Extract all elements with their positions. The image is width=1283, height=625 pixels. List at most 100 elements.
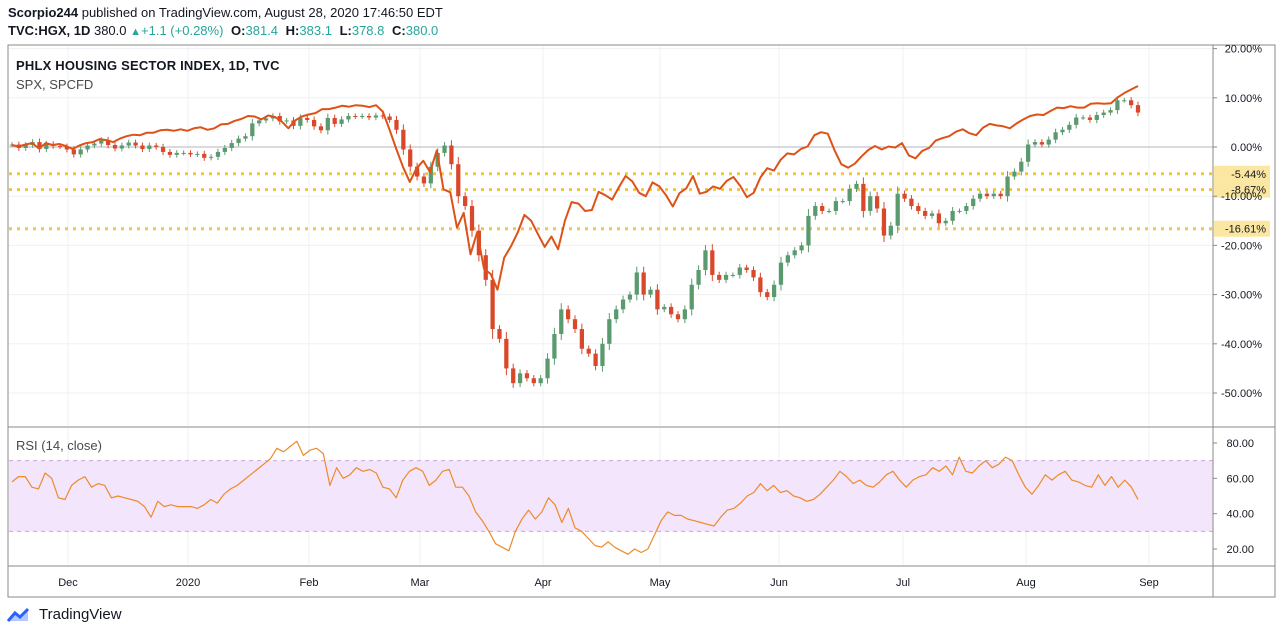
candle-body xyxy=(504,338,509,369)
candle-body xyxy=(167,151,173,155)
candle-body xyxy=(1005,176,1010,197)
candle-body xyxy=(277,116,282,122)
high-value: 383.1 xyxy=(299,23,332,38)
time-tick-label: May xyxy=(650,577,671,589)
candle-body xyxy=(243,136,248,139)
candle-body xyxy=(23,145,28,148)
main-series-legend[interactable]: PHLX HOUSING SECTOR INDEX, 1D, TVC xyxy=(16,58,280,73)
price-tick-label: 0.00% xyxy=(1231,142,1262,154)
candle-body xyxy=(490,279,495,330)
candle-body xyxy=(339,119,344,124)
price-tick-label: 20.00% xyxy=(1225,44,1263,56)
time-tick-label: 2020 xyxy=(176,577,200,589)
candle-body xyxy=(1074,117,1079,125)
candle-body xyxy=(531,378,536,384)
candle-body xyxy=(593,353,598,366)
candle-body xyxy=(655,289,660,310)
level-lines: -5.44% -8.67% -16.61% xyxy=(9,165,1270,237)
candle-body xyxy=(1019,161,1024,172)
candle-body xyxy=(751,270,756,278)
chart-frame xyxy=(7,44,1276,598)
candle-body xyxy=(888,225,893,236)
candle-body xyxy=(943,220,948,224)
candle-body xyxy=(78,149,83,155)
rsi-legend[interactable]: RSI (14, close) xyxy=(16,438,102,453)
publisher-name[interactable]: Scorpio244 xyxy=(8,5,79,20)
candle-body xyxy=(1012,171,1017,177)
candle-body xyxy=(222,147,227,152)
candle-body xyxy=(991,193,996,197)
level-badge-label: -5.44% xyxy=(1231,169,1266,181)
candle-body xyxy=(579,329,584,349)
candle-body xyxy=(950,210,955,221)
level-badge-label: -8.67% xyxy=(1231,185,1266,197)
candle-body xyxy=(566,309,571,320)
candle-body xyxy=(105,140,111,146)
candle-body xyxy=(311,119,317,127)
candle-body xyxy=(833,201,839,211)
candle-body xyxy=(758,277,763,293)
candle-body xyxy=(44,144,49,149)
candle-body xyxy=(840,201,845,203)
candle-body xyxy=(1026,144,1031,162)
candle-body xyxy=(984,193,990,197)
candle-body xyxy=(820,206,825,211)
candle-body xyxy=(305,117,310,120)
candle-body xyxy=(1067,124,1072,130)
candle-body xyxy=(263,118,269,121)
price-tick-label: -50.00% xyxy=(1221,388,1262,400)
candle-body xyxy=(895,193,900,226)
candle-body xyxy=(181,152,186,154)
candle-body xyxy=(387,116,392,120)
candle-body xyxy=(813,206,818,216)
candle-body xyxy=(717,274,722,280)
candle-body xyxy=(799,245,804,251)
candle-body xyxy=(620,299,626,310)
candle-body xyxy=(826,210,832,212)
candle-body xyxy=(785,255,790,263)
candle-body xyxy=(1108,110,1113,113)
candle-body xyxy=(868,196,873,211)
publish-info: published on TradingView.com, August 28,… xyxy=(81,5,443,20)
candle-body xyxy=(133,142,138,146)
price-tick-label: -30.00% xyxy=(1221,290,1262,302)
candle-body xyxy=(140,145,145,149)
candle-body xyxy=(1115,100,1120,111)
candle-body xyxy=(373,115,379,118)
candle-body xyxy=(1046,139,1051,145)
price-change: +1.1 (+0.28%) xyxy=(141,23,224,38)
candle-body xyxy=(511,368,516,384)
candle-body xyxy=(517,373,523,384)
brand-name: TradingView xyxy=(39,606,122,623)
candle-body xyxy=(861,183,866,211)
candle-body xyxy=(682,309,687,320)
price-tick-label: -40.00% xyxy=(1221,339,1262,351)
candle-body xyxy=(250,123,255,137)
candle-body xyxy=(414,166,420,177)
candle-body xyxy=(318,126,324,131)
candle-body xyxy=(202,153,207,158)
candle-body xyxy=(847,188,852,202)
candle-body xyxy=(1122,100,1127,102)
candle-body xyxy=(37,142,42,149)
candle-body xyxy=(236,138,241,144)
candle-body xyxy=(483,255,488,280)
candle-body xyxy=(1087,117,1093,120)
candle-body xyxy=(497,329,502,339)
candle-body xyxy=(188,152,193,155)
candle-body xyxy=(614,309,619,320)
candle-body xyxy=(572,319,578,330)
time-tick-label: Aug xyxy=(1016,577,1036,589)
candle-body xyxy=(284,120,289,122)
compare-series-legend[interactable]: SPX, SPCFD xyxy=(16,77,94,92)
candle-body xyxy=(778,262,784,285)
candle-body xyxy=(154,145,159,147)
low-label: L: xyxy=(339,23,352,38)
footer-brand[interactable]: TradingView xyxy=(6,606,122,623)
candle-body xyxy=(195,153,200,155)
candle-body xyxy=(971,198,976,207)
time-tick-label: Dec xyxy=(58,577,78,589)
candle-body xyxy=(456,164,461,197)
candle-body xyxy=(112,145,118,149)
